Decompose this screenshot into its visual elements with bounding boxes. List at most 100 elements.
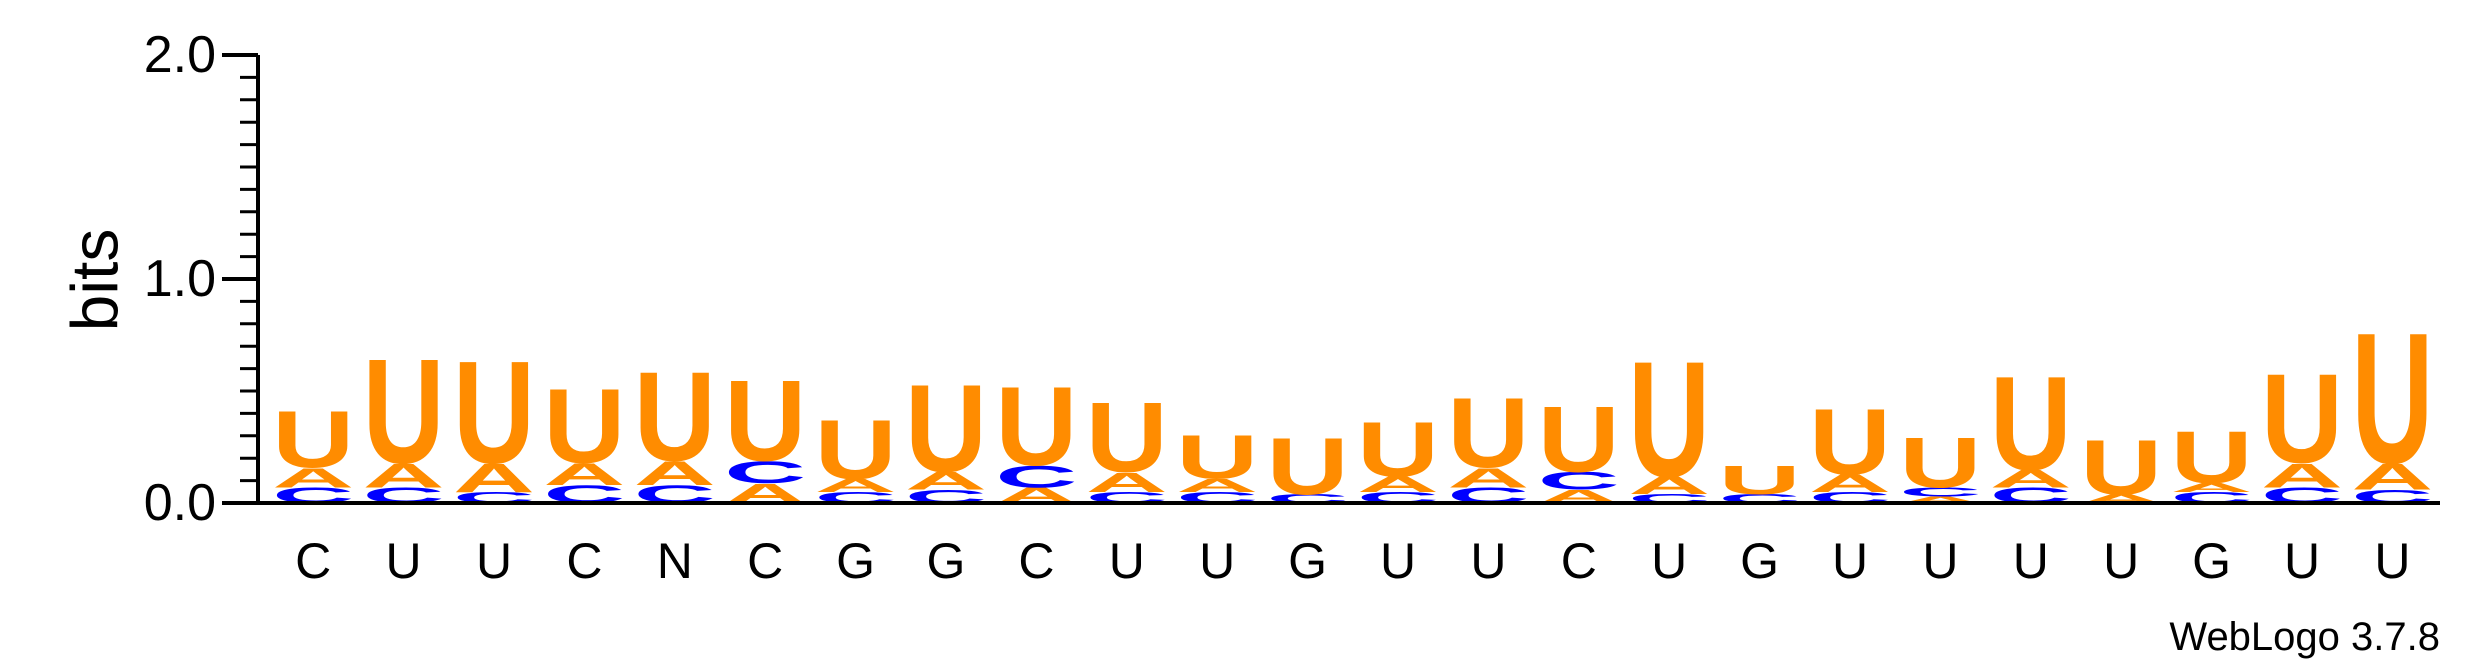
logo-letter-a: A — [1809, 470, 1891, 498]
x-tick-label: G — [927, 533, 966, 589]
logo-stack: CAU — [272, 394, 354, 508]
logo-letter-a: A — [1086, 466, 1168, 497]
logo-stack: CAU — [1176, 423, 1258, 507]
logo-letter-c: C — [1538, 467, 1620, 495]
logo-letter-u: U — [905, 360, 987, 499]
x-tick-label: G — [2192, 533, 2231, 589]
x-tick-label: U — [386, 533, 422, 589]
logo-stack: CAU — [1809, 390, 1891, 506]
logo-letter-a: A — [1447, 462, 1529, 493]
x-tick-label: U — [476, 533, 512, 589]
logo-stack: ACU — [1899, 423, 1981, 505]
logo-letter-a: A — [905, 467, 987, 495]
x-tick-label: G — [1288, 533, 1327, 589]
logo-stack: AU — [2080, 424, 2162, 511]
logo-stack: CAU — [1447, 377, 1529, 508]
y-tick-label: 0.0 — [144, 474, 216, 532]
logo-letter-u: U — [1086, 381, 1168, 493]
logo-letter-u: U — [1809, 390, 1891, 494]
x-tick-label: G — [1740, 533, 1779, 589]
logo-letter-a: A — [543, 457, 625, 492]
logo-stack: CAU — [1628, 327, 1710, 511]
logo-stack: CAU — [363, 329, 445, 508]
logo-letter-u: U — [1719, 458, 1801, 503]
x-tick-label: U — [1380, 533, 1416, 589]
logo-letter-u: U — [1447, 377, 1529, 489]
logo-letter-a: A — [634, 454, 716, 492]
logo-letter-u: U — [453, 330, 535, 494]
x-tick-label: C — [1018, 533, 1054, 589]
logo-letter-c: C — [1899, 485, 1981, 499]
logo-stack: CAU — [815, 404, 897, 507]
logo-stack: CU — [1719, 458, 1801, 506]
logo-stack: CAU — [1086, 381, 1168, 506]
logo-letter-a: A — [272, 462, 354, 493]
logo-letter-a: A — [1176, 475, 1258, 496]
logo-letter-a: A — [1899, 495, 1981, 505]
x-tick-label: C — [1561, 533, 1597, 589]
x-tick-label: U — [1199, 533, 1235, 589]
logo-letter-c: C — [724, 455, 806, 490]
logo-letter-u: U — [634, 345, 716, 488]
logo-letter-u: U — [1176, 423, 1258, 492]
logo-letter-u: U — [1990, 350, 2072, 499]
logo-stack: CAU — [2261, 348, 2343, 508]
logo-stack: ACU — [1538, 388, 1620, 507]
logo-stack: CAU — [453, 330, 535, 507]
x-tick-label: U — [2284, 533, 2320, 589]
logo-stack: CAU — [543, 368, 625, 508]
y-tick-label: 2.0 — [144, 26, 216, 84]
logo-letter-a: A — [2261, 456, 2343, 494]
x-tick-label: U — [1109, 533, 1145, 589]
logo-letter-c: C — [995, 459, 1077, 494]
x-tick-label: G — [836, 533, 875, 589]
logo-letter-u: U — [815, 404, 897, 497]
x-tick-label: U — [2374, 533, 2410, 589]
logo-letter-u: U — [1267, 421, 1349, 511]
logo-letter-u: U — [1899, 423, 1981, 503]
y-tick-label: 1.0 — [144, 250, 216, 308]
logo-letter-u: U — [272, 394, 354, 484]
logo-stack: CAU — [634, 345, 716, 508]
logo-letter-a: A — [1357, 472, 1439, 496]
x-tick-label: C — [295, 533, 331, 589]
logo-stack: CAU — [1357, 406, 1439, 507]
x-tick-label: U — [1922, 533, 1958, 589]
logo-stack: CAU — [2351, 294, 2433, 508]
logo-letter-u: U — [1538, 388, 1620, 492]
x-tick-label: N — [657, 533, 693, 589]
logo-stack: CAU — [1990, 350, 2072, 508]
weblogo-credit: WebLogo 3.7.8 — [2169, 615, 2440, 659]
logo-letter-a: A — [815, 475, 897, 496]
x-tick-label: C — [566, 533, 602, 589]
logo-letter-a: A — [453, 456, 535, 501]
logo-letter-a: A — [1990, 465, 2072, 493]
logo-letter-a: A — [2171, 481, 2253, 495]
x-tick-label: C — [747, 533, 783, 589]
logo-letter-u: U — [2261, 348, 2343, 491]
logo-stack: ACU — [724, 358, 806, 509]
logo-stack: CAU — [2171, 416, 2253, 506]
logo-letter-u: U — [2351, 294, 2433, 503]
x-tick-label: U — [2103, 533, 2139, 589]
logo-letter-u: U — [724, 358, 806, 486]
y-axis: 0.0 1.0 2.0 — [144, 26, 260, 532]
logo-letter-u: U — [363, 329, 445, 496]
logo-stack: CAU — [905, 360, 987, 507]
logo-letter-u: U — [543, 368, 625, 486]
logo-letter-a: A — [1628, 472, 1710, 500]
logo-letter-u: U — [1357, 406, 1439, 493]
logo-letter-u: U — [2080, 424, 2162, 511]
y-axis-label: bits — [57, 229, 131, 332]
x-tick-label: U — [1832, 533, 1868, 589]
logo-letter-a: A — [363, 456, 445, 494]
x-tick-label: U — [1470, 533, 1506, 589]
logo-letter-u: U — [995, 364, 1077, 489]
logo-letter-u: U — [1628, 327, 1710, 511]
logo-letter-a: A — [2351, 456, 2433, 498]
logo-stack: CU — [1267, 421, 1349, 511]
logo-letter-u: U — [2171, 416, 2253, 499]
